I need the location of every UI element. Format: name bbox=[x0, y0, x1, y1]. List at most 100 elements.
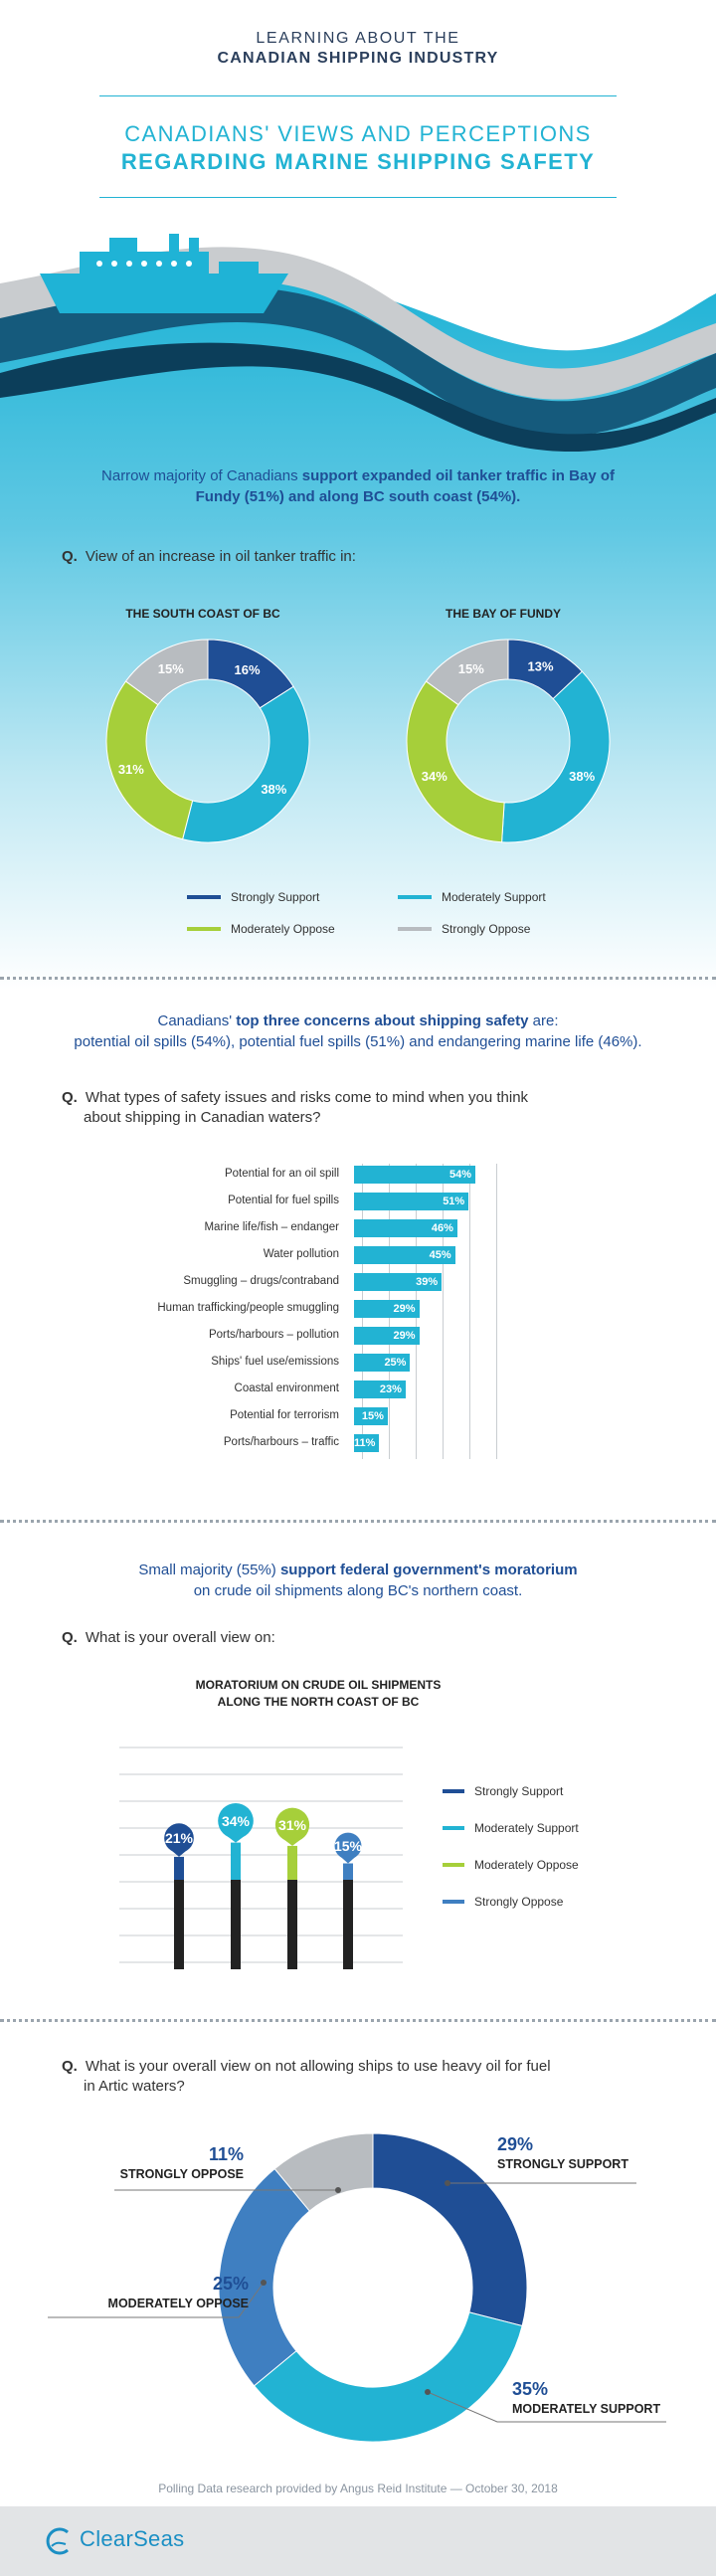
mora-legend-strongly-support: Strongly Support bbox=[443, 1784, 563, 1798]
donut-value-label: 38% bbox=[569, 769, 595, 784]
bar-6 bbox=[354, 1327, 420, 1345]
bar-gridline bbox=[469, 1164, 470, 1459]
section2-question: Q. What types of safety issues and risks … bbox=[62, 1089, 529, 1126]
header-divider-top bbox=[99, 95, 617, 96]
mora-bar-base bbox=[174, 1880, 184, 1969]
section4-question: Q. What is your overall view on not allow… bbox=[62, 2058, 551, 2095]
legend-moderately-oppose: Moderately Oppose bbox=[187, 922, 335, 936]
bar-3 bbox=[354, 1246, 455, 1264]
mora-bar-moderately-support bbox=[231, 1842, 241, 1880]
bar-value-label: 45% bbox=[429, 1249, 451, 1261]
mora-value-label: 31% bbox=[278, 1817, 307, 1833]
mora-bar-strongly-oppose bbox=[343, 1863, 353, 1880]
section2-intro: Canadians' top three concerns about ship… bbox=[74, 1012, 642, 1050]
legend-swatch bbox=[443, 1900, 464, 1904]
concerns-bar-chart: Potential for an oil spill 54% Potential f… bbox=[0, 1154, 716, 1472]
mora-value-label: 15% bbox=[334, 1838, 363, 1854]
mora-bar-strongly-support bbox=[174, 1856, 184, 1880]
legend-moderately-support: Moderately Support bbox=[398, 890, 546, 904]
arctic-value-label: 29% bbox=[497, 2134, 533, 2154]
arctic-category-label: STRONGLY SUPPORT bbox=[497, 2157, 628, 2171]
bar-category-label: Potential for fuel spills bbox=[228, 1195, 339, 1206]
bar-value-label: 51% bbox=[443, 1196, 465, 1207]
arctic-category-label: MODERATELY OPPOSE bbox=[108, 2297, 249, 2310]
section-divider bbox=[0, 977, 716, 980]
section1-question: Q. View of an increase in oil tanker traf… bbox=[62, 548, 356, 565]
header-divider-bottom bbox=[99, 197, 617, 198]
mora-bar-moderately-oppose bbox=[287, 1845, 297, 1880]
mora-pin-bubble bbox=[164, 1823, 194, 1853]
donut-title-bc: THE SOUTH COAST OF BC bbox=[125, 607, 280, 621]
bar-category-label: Water pollution bbox=[263, 1248, 339, 1260]
donut-value-label: 16% bbox=[234, 662, 260, 677]
source-note: Polling Data research provided by Angus … bbox=[158, 2482, 558, 2495]
legend-swatch bbox=[443, 1863, 464, 1867]
mora-pin-bubble bbox=[274, 1807, 310, 1842]
arctic-slice-strongly-support bbox=[372, 2132, 528, 2327]
donut-slice-strongly-oppose bbox=[425, 639, 509, 706]
arctic-slice-moderately-support bbox=[253, 2311, 523, 2443]
arctic-donut-chart: 29% STRONGLY SUPPORT 35% MODERATELY SUPPORT… bbox=[48, 2132, 666, 2443]
arctic-leader-line bbox=[48, 2282, 265, 2318]
section3-question: Q. What is your overall view on: bbox=[62, 1629, 275, 1646]
clearseas-logo-text: ClearSeas bbox=[80, 2526, 185, 2551]
bar-2 bbox=[354, 1219, 457, 1237]
bar-9 bbox=[354, 1407, 388, 1425]
arctic-slice-strongly-oppose bbox=[273, 2132, 374, 2212]
bar-value-label: 29% bbox=[393, 1303, 416, 1315]
arctic-leader-dot bbox=[445, 2180, 450, 2186]
mora-bar-base bbox=[287, 1880, 297, 1969]
arctic-leader-dot bbox=[425, 2389, 431, 2395]
bar-value-label: 11% bbox=[354, 1437, 376, 1449]
legend-strongly-support: Strongly Support bbox=[187, 890, 319, 904]
legend-swatch bbox=[443, 1826, 464, 1830]
moratorium-bar-chart: 21% 34% 31% 15% bbox=[119, 1747, 403, 1969]
arctic-category-label: STRONGLY OPPOSE bbox=[120, 2167, 244, 2181]
bar-0 bbox=[354, 1166, 475, 1184]
section1-intro: Narrow majority of Canadians support exp… bbox=[101, 467, 615, 505]
arctic-leader-line bbox=[427, 2391, 666, 2423]
legend-swatch bbox=[443, 1789, 464, 1793]
arctic-category-label: MODERATELY SUPPORT bbox=[512, 2402, 660, 2416]
arctic-leader-dot bbox=[335, 2187, 341, 2193]
bar-value-label: 15% bbox=[361, 1410, 384, 1422]
donut-value-label: 13% bbox=[528, 659, 554, 674]
bar-gridline bbox=[496, 1164, 497, 1459]
arctic-value-label: 11% bbox=[209, 2144, 244, 2164]
donut-value-label: 31% bbox=[118, 762, 144, 777]
footer-bar: ClearSeas bbox=[0, 2506, 716, 2576]
mora-value-label: 34% bbox=[222, 1813, 251, 1829]
legend-swatch bbox=[398, 927, 432, 931]
donut-title-fundy: THE BAY OF FUNDY bbox=[445, 607, 561, 621]
section3-intro: Small majority (55%) support federal gov… bbox=[138, 1562, 578, 1599]
bar-category-label: Ports/harbours – pollution bbox=[208, 1329, 339, 1341]
donut-value-label: 15% bbox=[158, 661, 184, 676]
donut-value-label: 34% bbox=[422, 769, 448, 784]
bar-1 bbox=[354, 1193, 469, 1210]
donut-slice-strongly-oppose bbox=[124, 639, 209, 706]
donut-value-label: 38% bbox=[261, 782, 286, 797]
arctic-value-label: 25% bbox=[213, 2274, 249, 2294]
mora-pin-bubble bbox=[218, 1802, 254, 1839]
bar-value-label: 39% bbox=[416, 1276, 439, 1288]
bar-10 bbox=[354, 1434, 379, 1452]
page-title-bold: REGARDING MARINE SHIPPING SAFETY bbox=[120, 149, 596, 174]
bar-5 bbox=[354, 1300, 420, 1318]
donut-chart-bc: 16% 38% 31% 15% bbox=[105, 639, 310, 843]
donut-slice-moderately-support bbox=[182, 685, 310, 843]
bar-category-label: Potential for terrorism bbox=[230, 1409, 339, 1421]
bar-category-label: Ships' fuel use/emissions bbox=[211, 1356, 339, 1368]
mora-pin-bubble bbox=[334, 1832, 362, 1860]
mora-bar-base bbox=[343, 1880, 353, 1969]
donut-slice-moderately-oppose bbox=[105, 680, 194, 840]
bar-gridline bbox=[443, 1164, 444, 1459]
bar-4 bbox=[354, 1273, 443, 1291]
ship-icon bbox=[40, 234, 288, 313]
arctic-slice-moderately-oppose bbox=[218, 2167, 310, 2387]
arctic-leader-dot bbox=[261, 2280, 267, 2286]
bar-value-label: 54% bbox=[448, 1169, 471, 1181]
bar-category-label: Potential for an oil spill bbox=[224, 1168, 339, 1180]
bar-category-label: Ports/harbours – traffic bbox=[223, 1436, 339, 1448]
arctic-value-label: 35% bbox=[512, 2379, 548, 2399]
legend-swatch bbox=[187, 895, 221, 899]
